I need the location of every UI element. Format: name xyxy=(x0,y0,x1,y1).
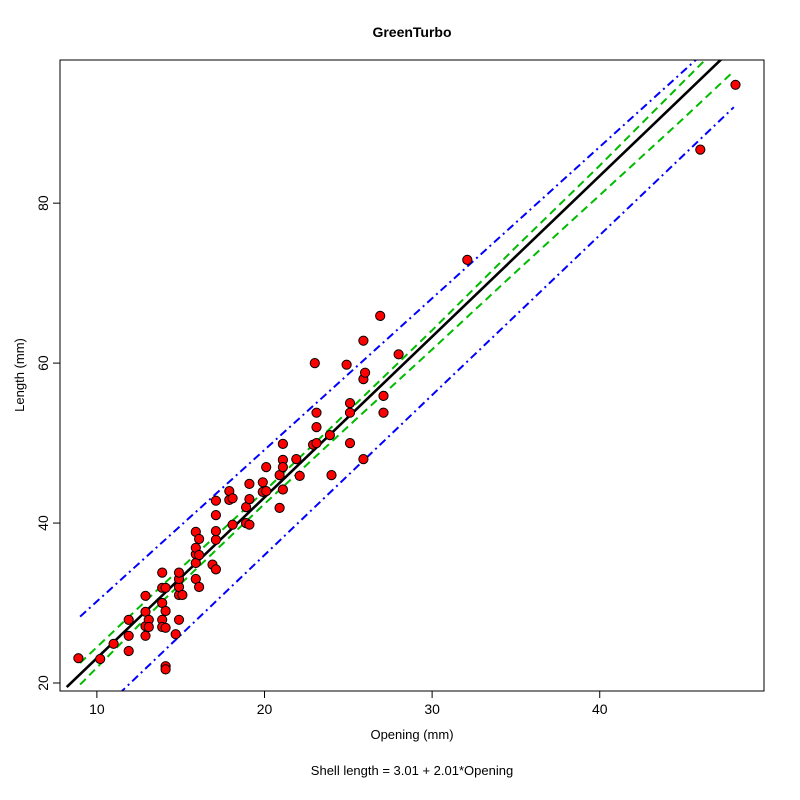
data-point xyxy=(730,79,741,90)
data-point xyxy=(194,581,205,593)
data-point xyxy=(73,653,84,664)
y-tick-label: 20 xyxy=(35,675,51,691)
x-tick-label: 10 xyxy=(89,701,105,717)
data-point xyxy=(173,614,185,625)
data-point xyxy=(160,605,171,617)
data-point xyxy=(277,438,288,449)
data-point xyxy=(143,621,154,633)
y-tick-label: 40 xyxy=(35,515,51,531)
data-point xyxy=(257,477,268,488)
y-axis-label: Length (mm) xyxy=(12,338,27,412)
data-point xyxy=(160,664,171,675)
data-point xyxy=(210,509,221,521)
data-point xyxy=(210,526,221,537)
chart-title: GreenTurbo xyxy=(372,24,451,40)
confidence-band-lower xyxy=(79,70,735,686)
data-point xyxy=(140,630,151,641)
x-axis-label: Opening (mm) xyxy=(370,727,453,742)
data-point xyxy=(309,358,320,369)
y-tick-label: 60 xyxy=(35,355,51,371)
data-point xyxy=(326,470,337,481)
data-point xyxy=(210,495,221,506)
data-point xyxy=(194,533,205,545)
x-axis: 10 20 30 40 xyxy=(89,691,608,717)
data-point xyxy=(244,519,255,530)
data-point xyxy=(344,438,356,449)
data-point xyxy=(378,407,389,418)
data-point xyxy=(277,484,288,495)
points-layer xyxy=(73,79,741,675)
data-point xyxy=(277,462,288,473)
x-tick-label: 40 xyxy=(592,701,608,717)
x-tick-label: 30 xyxy=(424,701,440,717)
data-point xyxy=(123,630,134,641)
data-point xyxy=(344,407,356,418)
data-point xyxy=(177,589,188,601)
data-point xyxy=(462,254,473,265)
data-point xyxy=(341,359,352,370)
data-point xyxy=(95,653,106,665)
data-point xyxy=(311,438,322,449)
data-point xyxy=(123,645,134,657)
data-point xyxy=(324,430,335,441)
plot-frame xyxy=(59,59,765,692)
data-point xyxy=(274,502,285,513)
bands-layer xyxy=(79,60,735,691)
data-point xyxy=(344,398,356,409)
prediction-band-upper xyxy=(79,60,698,618)
data-point xyxy=(695,144,706,155)
prediction-band-lower xyxy=(120,106,735,691)
y-tick-label: 80 xyxy=(35,195,51,211)
data-point xyxy=(244,478,255,489)
x-tick-label: 20 xyxy=(257,701,273,717)
data-point xyxy=(261,462,272,473)
data-point xyxy=(360,367,371,378)
data-point xyxy=(378,390,389,401)
data-point xyxy=(210,564,221,575)
data-point xyxy=(157,567,168,578)
data-point xyxy=(244,494,255,505)
data-point xyxy=(160,622,171,633)
data-point xyxy=(140,590,151,601)
data-point xyxy=(311,407,322,418)
data-point xyxy=(294,470,305,481)
data-point xyxy=(170,629,181,640)
data-point xyxy=(227,519,238,530)
data-point xyxy=(311,422,322,433)
data-point xyxy=(375,310,386,321)
data-point xyxy=(173,567,185,578)
data-point xyxy=(358,454,369,465)
data-point xyxy=(194,549,205,561)
data-point xyxy=(358,335,369,346)
data-point xyxy=(291,454,302,465)
y-axis: 20 40 60 80 xyxy=(35,195,60,691)
data-point xyxy=(160,582,171,593)
data-point xyxy=(210,534,221,545)
data-point xyxy=(108,638,119,649)
data-point xyxy=(261,486,272,497)
data-point xyxy=(123,614,134,625)
data-point xyxy=(393,349,404,360)
data-point xyxy=(227,493,238,504)
chart-caption: Shell length = 3.01 + 2.01*Opening xyxy=(311,763,513,778)
